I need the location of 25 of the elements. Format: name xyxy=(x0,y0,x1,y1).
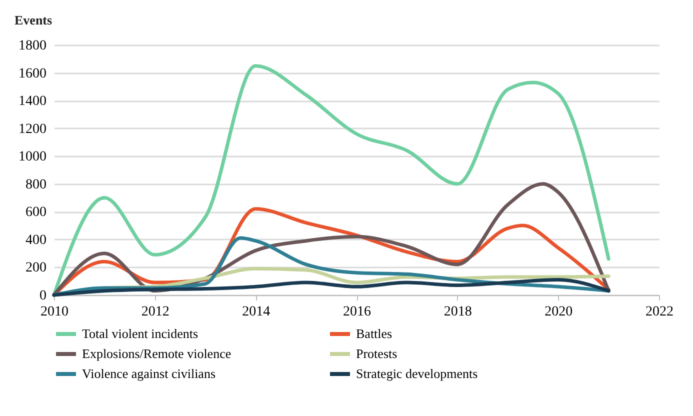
x-tick-label: 2014 xyxy=(242,304,270,320)
x-tick-label: 2016 xyxy=(343,304,371,320)
line-series xyxy=(52,278,610,297)
legend-label: Violence against civilians xyxy=(82,366,216,381)
legend-label: Strategic developments xyxy=(356,366,478,381)
y-axis-title: Events xyxy=(14,12,52,28)
y-tick-label: 1600 xyxy=(18,66,46,82)
x-tick-label: 2022 xyxy=(646,304,674,320)
y-tick-label: 400 xyxy=(26,232,46,248)
x-tick-label: 2010 xyxy=(40,304,68,320)
y-tick-label: 0 xyxy=(40,288,46,304)
legend-label: Protests xyxy=(356,346,398,361)
legend-label: Battles xyxy=(356,326,392,341)
legend-label: Explosions/Remote violence xyxy=(82,346,232,361)
y-tick-label: 1400 xyxy=(18,94,46,110)
legend-label: Total violent incidents xyxy=(82,326,198,341)
y-tick-label: 200 xyxy=(26,260,46,276)
y-tick-label: 1000 xyxy=(18,150,46,165)
x-tick-label: 2012 xyxy=(141,304,170,320)
y-tick-label: 800 xyxy=(26,177,46,192)
y-tick-label: 1800 xyxy=(18,38,46,54)
y-tick-label: 600 xyxy=(26,205,46,220)
x-tick-label: 2018 xyxy=(444,304,472,320)
y-tick-label: 1200 xyxy=(18,122,46,137)
x-tick-label: 2020 xyxy=(544,304,573,320)
